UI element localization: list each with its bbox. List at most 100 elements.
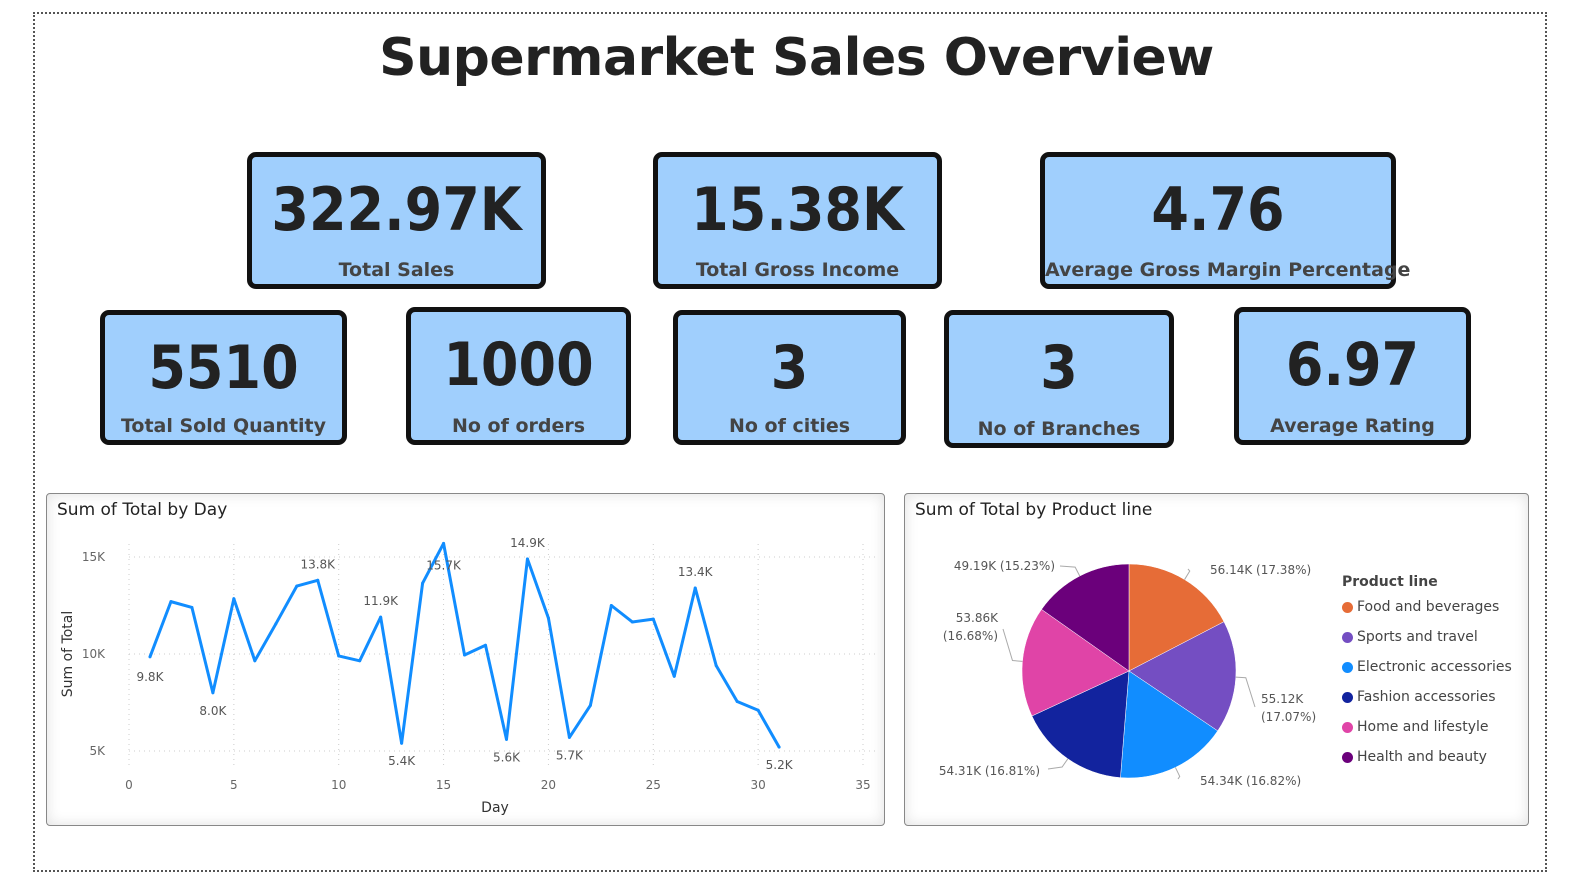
data-point [337,654,341,658]
legend-label: Food and beverages [1357,599,1500,615]
legend-item[interactable]: Electronic accessories [1342,659,1512,675]
data-point [358,659,362,663]
data-point [253,659,257,663]
pie-slice [1041,563,1130,672]
legend-item[interactable]: Food and beverages [1342,599,1499,615]
kpi-total-sales[interactable]: 322.97K Total Sales [247,152,546,289]
legend-item[interactable]: Sports and travel [1342,629,1478,645]
data-label: 11.9K [363,594,399,608]
x-tick-label: 20 [541,778,556,792]
legend-dot-icon [1342,691,1353,703]
kpi-no-of-orders[interactable]: 1000 No of orders [406,307,631,445]
data-point [295,584,299,588]
pie-chart-panel[interactable]: Sum of Total by Product line 56.14K (17.… [904,493,1529,826]
line-chart-title: Sum of Total by Day [57,500,228,520]
kpi-value: 1000 [443,330,594,400]
data-label: 5.4K [388,754,416,768]
data-point [693,586,697,590]
legend-label: Sports and travel [1357,629,1478,645]
kpi-total-sold-quantity[interactable]: 5510 Total Sold Quantity [100,310,347,445]
data-label: 5.2K [766,758,794,772]
kpi-value: 5510 [148,333,299,403]
data-point [169,600,173,604]
leader-line [1047,758,1069,770]
y-tick-label: 15K [82,550,106,564]
legend-dot-icon [1342,721,1353,733]
kpi-label: Average Rating [1270,415,1435,437]
y-axis-title: Sum of Total [60,611,76,698]
legend-dot-icon [1342,661,1353,673]
kpi-value: 3 [1040,333,1078,403]
data-point [588,703,592,707]
x-tick-label: 25 [646,778,661,792]
data-point [463,653,467,657]
slice-label: (16.68%) [943,629,998,643]
slice-label: 56.14K (17.38%) [1210,563,1311,577]
legend-item[interactable]: Home and lifestyle [1342,719,1488,735]
line-chart-panel[interactable]: Sum of Total by Day 0 5 10 15 20 25 30 35 5K 10K 1… [46,493,885,826]
pie-slice [1031,670,1130,778]
leader-line [1002,628,1023,662]
data-point [651,617,655,621]
kpi-total-gross-income[interactable]: 15.38K Total Gross Income [653,152,942,289]
kpi-no-of-branches[interactable]: 3 No of Branches [944,310,1174,448]
data-point [421,581,425,585]
data-point [379,615,383,619]
kpi-value: 322.97K [271,175,522,245]
legend-label: Electronic accessories [1357,659,1512,675]
data-label: 5.6K [493,750,521,764]
data-point [316,578,320,582]
legend-item[interactable]: Health and beauty [1342,749,1487,765]
line-chart: 0 5 10 15 20 25 30 35 5K 10K 15K Day Sum of Total 9.8… [60,536,875,816]
legend-dot-icon [1342,601,1353,613]
kpi-average-gross-margin[interactable]: 4.76 Average Gross Margin Percentage [1040,152,1410,289]
legend-label: Health and beauty [1357,749,1487,765]
pie-chart-title: Sum of Total by Product line [915,500,1153,520]
legend-dot-icon [1342,631,1353,643]
page-title: Supermarket Sales Overview [379,28,1214,88]
data-label: 9.8K [136,670,164,684]
kpi-no-of-cities[interactable]: 3 No of cities [673,310,906,445]
data-point [484,643,488,647]
kpi-value: 4.76 [1151,175,1285,245]
data-point [400,741,404,745]
slice-label: 54.34K (16.82%) [1200,774,1301,788]
data-point [190,605,194,609]
y-tick-label: 10K [82,647,106,661]
legend-label: Home and lifestyle [1357,719,1489,735]
data-label: 13.8K [300,557,336,571]
pie-chart: 56.14K (17.38%) 55.12K (17.07%) 54.34K (16.… [939,559,1316,788]
kpi-value: 6.97 [1285,330,1420,400]
data-point [232,597,236,601]
kpi-label: Total Sold Quantity [120,415,327,437]
slice-label: 53.86K [956,611,999,625]
kpi-label: Total Sales [338,259,455,281]
legend-item[interactable]: Fashion accessories [1342,689,1496,705]
x-tick-label: 10 [331,778,346,792]
legend-label: Fashion accessories [1357,689,1496,705]
leader-line [1174,767,1181,780]
data-label: 5.7K [556,748,584,762]
data-point [735,700,739,704]
kpi-label: No of orders [451,415,586,437]
kpi-average-rating[interactable]: 6.97 Average Rating [1234,307,1471,445]
x-axis-title: Day [481,800,509,816]
data-point [442,541,446,545]
legend-title: Product line [1342,574,1438,590]
leader-line [1235,676,1256,708]
slice-label: 49.19K (15.23%) [954,559,1055,573]
data-point [714,664,718,668]
slice-label: (17.07%) [1261,710,1316,724]
data-label: 14.9K [510,536,546,550]
data-point [525,557,529,561]
x-tick-label: 30 [751,778,766,792]
data-point [630,620,634,624]
leader-line [1184,568,1191,580]
data-label: 13.4K [678,565,714,579]
data-point [672,674,676,678]
pie-slice [1021,609,1130,717]
slice-label: 55.12K [1261,692,1304,706]
x-tick-label: 0 [125,778,133,792]
kpi-label: No of cities [728,415,851,437]
kpi-label: Total Gross Income [695,259,900,281]
